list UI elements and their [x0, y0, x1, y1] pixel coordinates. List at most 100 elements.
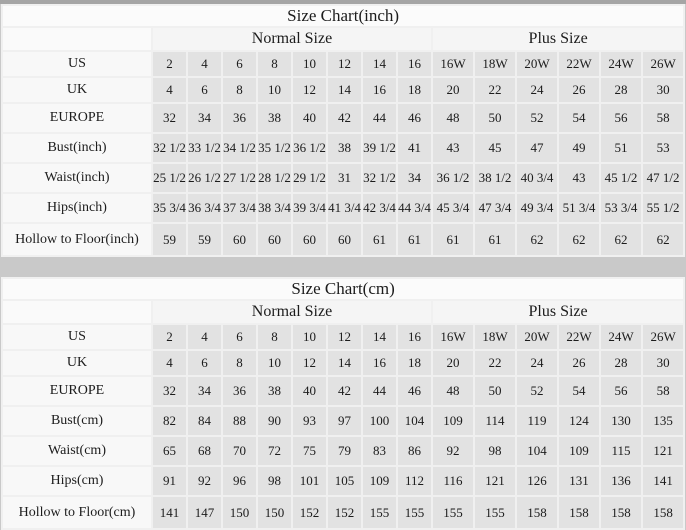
table-cell: 50 — [475, 377, 515, 405]
table-cell: 2 — [153, 325, 186, 349]
table-cell: 79 — [328, 437, 361, 465]
table-cell: 141 — [153, 497, 186, 528]
table-cell: 34 1/2 — [223, 134, 256, 162]
table-cell: 10 — [258, 78, 291, 102]
table-cell: 45 — [475, 134, 515, 162]
table-cell: 16 — [363, 78, 396, 102]
row-label: Bust(inch) — [3, 134, 151, 162]
table-cell: 112 — [398, 467, 431, 495]
table-cell: 20W — [517, 325, 557, 349]
table-cell: 51 — [601, 134, 641, 162]
table-cell: 158 — [643, 497, 684, 528]
table-cell: 4 — [153, 351, 186, 375]
table-cell: 49 — [559, 134, 599, 162]
table-cell: 48 — [433, 104, 473, 132]
table-cell: 18W — [475, 52, 515, 76]
table-cell: 22 — [475, 78, 515, 102]
table-cell: 8 — [223, 78, 256, 102]
table-cell: 29 1/2 — [293, 164, 326, 192]
table-cell: 26 — [559, 351, 599, 375]
row-label: UK — [3, 351, 151, 375]
plus-size-header: Plus Size — [433, 301, 684, 323]
table-cell: 36 1/2 — [293, 134, 326, 162]
row-label: Waist(cm) — [3, 437, 151, 465]
table-cell: 42 — [328, 104, 361, 132]
table-row: EUROPE 32 34 36 38 40 42 44 46 48 50 52 54 56 58 — [3, 377, 684, 405]
table-cell: 115 — [601, 437, 641, 465]
table-cell: 36 — [223, 104, 256, 132]
table-cell: 26W — [643, 325, 684, 349]
size-chart-inch-section: Size Chart(inch) Normal Size Plus Size U… — [1, 4, 686, 257]
table-title: Size Chart(inch) — [3, 6, 684, 26]
table-row: Waist(cm) 65 68 70 72 75 79 83 86 92 98 104 109 115 12… — [3, 437, 684, 465]
table-cell: 14 — [328, 78, 361, 102]
top-edge-strip — [0, 0, 686, 4]
table-cell: 16 — [398, 52, 431, 76]
table-cell: 12 — [328, 52, 361, 76]
table-cell: 58 — [643, 377, 684, 405]
table-cell: 20W — [517, 52, 557, 76]
row-label: EUROPE — [3, 104, 151, 132]
table-cell: 40 3/4 — [517, 164, 557, 192]
table-cell: 26 — [559, 78, 599, 102]
table-cell: 61 — [433, 224, 473, 255]
table-cell: 91 — [153, 467, 186, 495]
table-cell: 28 1/2 — [258, 164, 291, 192]
table-cell: 30 — [643, 351, 684, 375]
table-cell: 32 1/2 — [363, 164, 396, 192]
table-cell: 22 — [475, 351, 515, 375]
table-cell: 62 — [643, 224, 684, 255]
table-cell: 109 — [559, 437, 599, 465]
table-cell: 24W — [601, 325, 641, 349]
table-cell: 158 — [559, 497, 599, 528]
table-cell: 152 — [328, 497, 361, 528]
size-chart-inch-body: US 2 4 6 8 10 12 14 16 16W 18W 20W 22W 24W 26W UK 4 6 8 10 1… — [3, 52, 684, 255]
table-cell: 158 — [517, 497, 557, 528]
table-cell: 38 — [258, 377, 291, 405]
row-label: US — [3, 325, 151, 349]
table-cell: 104 — [398, 407, 431, 435]
table-cell: 96 — [223, 467, 256, 495]
table-cell: 27 1/2 — [223, 164, 256, 192]
table-row: US 2 4 6 8 10 12 14 16 16W 18W 20W 22W 24W 26W — [3, 52, 684, 76]
table-cell: 150 — [258, 497, 291, 528]
table-cell: 44 — [363, 377, 396, 405]
table-cell: 46 — [398, 377, 431, 405]
normal-size-header: Normal Size — [153, 301, 431, 323]
table-row: Bust(inch) 32 1/2 33 1/2 34 1/2 35 1/2 36 1/2… — [3, 134, 684, 162]
table-cell: 104 — [517, 437, 557, 465]
table-cell: 82 — [153, 407, 186, 435]
column-group-row: Normal Size Plus Size — [3, 301, 684, 323]
table-row: Hollow to Floor(inch) 59 59 60 60 60 60 61 61 61 6… — [3, 224, 684, 255]
table-cell: 26 1/2 — [188, 164, 221, 192]
table-cell: 18 — [398, 351, 431, 375]
table-row: US 2 4 6 8 10 12 14 16 16W 18W 20W 22W 24W 26W — [3, 325, 684, 349]
table-cell: 47 — [517, 134, 557, 162]
size-chart-cm-body: US 2 4 6 8 10 12 14 16 16W 18W 20W 22W 24W 26W UK 4 6 8 10 1… — [3, 325, 684, 528]
table-cell: 109 — [363, 467, 396, 495]
row-label: Hollow to Floor(cm) — [3, 497, 151, 528]
row-label: Waist(inch) — [3, 164, 151, 192]
table-cell: 4 — [188, 325, 221, 349]
table-cell: 65 — [153, 437, 186, 465]
table-cell: 8 — [258, 325, 291, 349]
table-cell: 35 1/2 — [258, 134, 291, 162]
table-cell: 6 — [223, 325, 256, 349]
table-cell: 47 1/2 — [643, 164, 684, 192]
row-label: Hips(inch) — [3, 194, 151, 222]
table-cell: 130 — [601, 407, 641, 435]
table-cell: 48 — [433, 377, 473, 405]
table-cell: 43 — [559, 164, 599, 192]
table-cell: 109 — [433, 407, 473, 435]
table-cell: 55 1/2 — [643, 194, 684, 222]
table-cell: 8 — [223, 351, 256, 375]
normal-size-header: Normal Size — [153, 28, 431, 50]
row-label: US — [3, 52, 151, 76]
table-cell: 155 — [363, 497, 396, 528]
table-title-row: Size Chart(inch) — [3, 6, 684, 26]
table-cell: 14 — [363, 325, 396, 349]
table-cell: 34 — [188, 377, 221, 405]
table-cell: 6 — [188, 351, 221, 375]
table-row: Hollow to Floor(cm) 141 147 150 150 152 152 155… — [3, 497, 684, 528]
row-label: Bust(cm) — [3, 407, 151, 435]
